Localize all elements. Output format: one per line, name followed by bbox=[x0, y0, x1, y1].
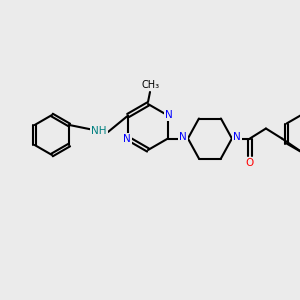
Text: N: N bbox=[165, 110, 173, 119]
Text: O: O bbox=[246, 158, 254, 169]
Text: N: N bbox=[123, 134, 131, 145]
Text: N: N bbox=[233, 133, 241, 142]
Text: CH₃: CH₃ bbox=[142, 80, 160, 90]
Text: N: N bbox=[179, 133, 187, 142]
Text: NH: NH bbox=[91, 126, 107, 136]
